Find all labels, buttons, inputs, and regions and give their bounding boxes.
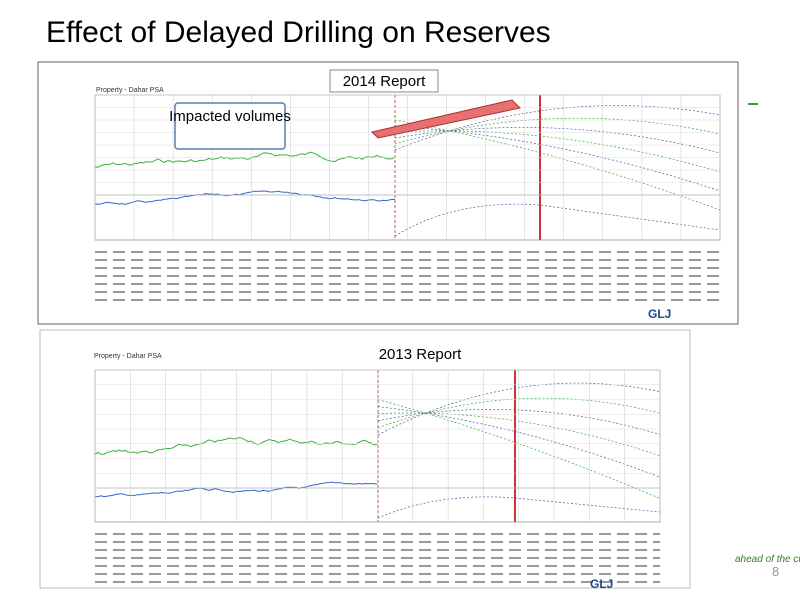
history-line [94,190,396,205]
forecast-line [394,203,721,237]
callout-text: Impacted volumes [169,108,291,125]
forecast-line [377,406,661,478]
logo: GLJ [648,307,671,321]
forecast-line [394,117,721,145]
report-label: 2013 Report [379,346,462,363]
report-label-box [329,69,439,93]
report-2014-panel: Property - Dahar PSA GLJ [37,61,739,325]
forecast-line [394,130,721,173]
report-frame [39,329,691,589]
logo: GLJ [590,577,613,591]
report-label: 2014 Report [343,73,426,90]
report-2013-panel: Property - Dahar PSA GLJ [39,329,691,591]
overlay: 2014 Report Impacted volumes 2013 Report… [169,69,800,579]
forecast-line [394,125,721,192]
tagline: ahead of the curve [735,554,800,565]
page-number: 8 [772,564,779,579]
property-label: Property - Dahar PSA [94,353,162,360]
slide-title: Effect of Delayed Drilling on Reserves [46,16,551,49]
impacted-wedge [371,99,522,139]
history-line [94,151,396,168]
property-label: Property - Dahar PSA [96,87,164,94]
callout-box [174,102,286,150]
report-label-box [378,343,462,365]
forecast-line [394,105,721,151]
